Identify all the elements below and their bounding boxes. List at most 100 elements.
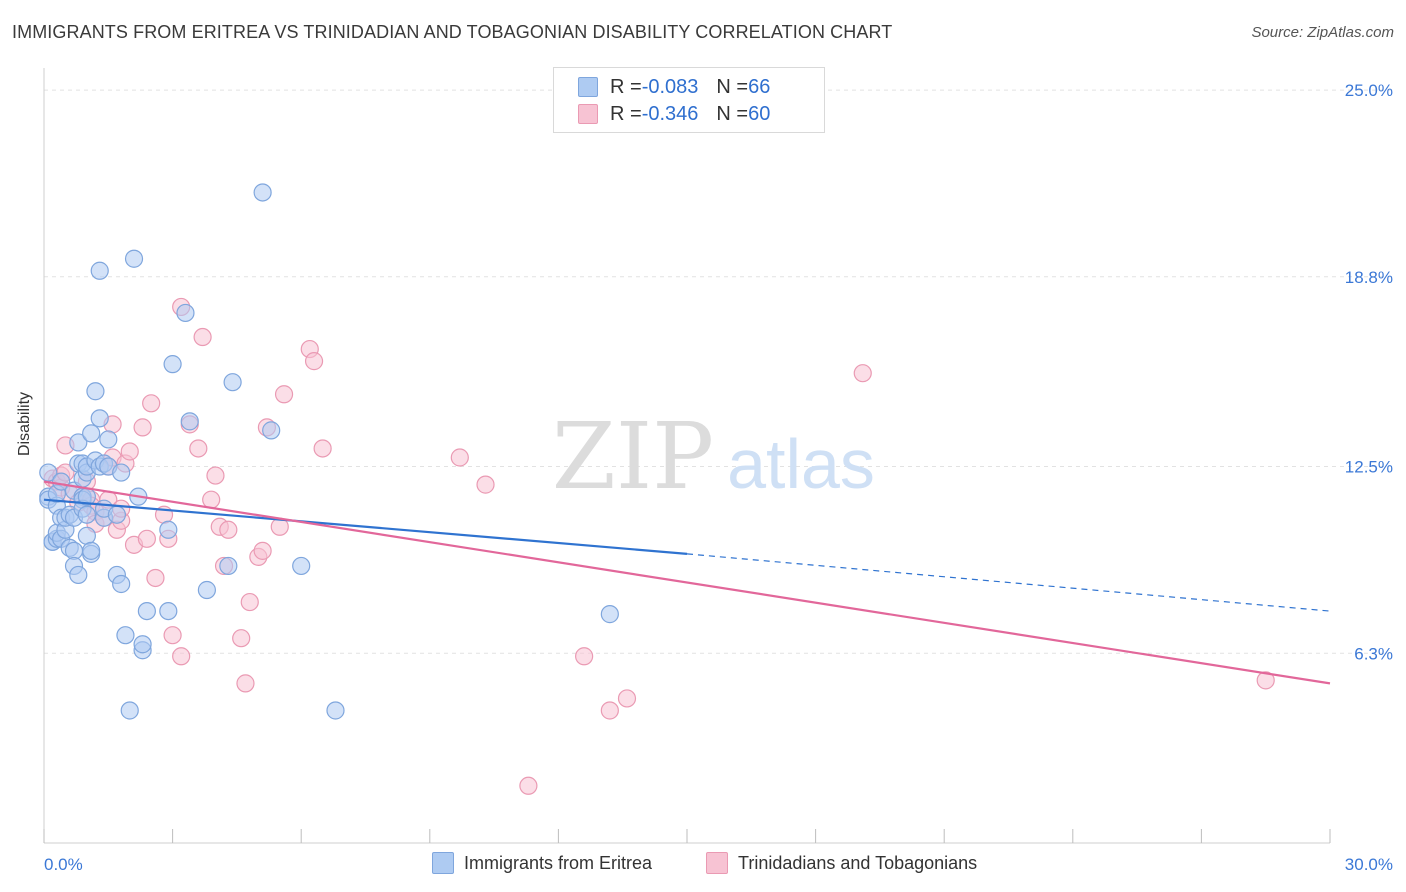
- data-point-blue: [124, 249, 144, 268]
- stats-n-label: N =: [716, 75, 749, 98]
- data-point-blue: [262, 421, 281, 440]
- data-point-pink: [450, 448, 469, 467]
- data-point-pink: [142, 394, 161, 413]
- legend-item-trinidadian[interactable]: Trinidadians and Tobagonians: [706, 852, 977, 874]
- data-point-blue: [77, 526, 96, 545]
- data-point-blue: [90, 409, 109, 428]
- y-tick-label: 6.3%: [1354, 644, 1393, 663]
- x-tick-label: 30.0%: [1345, 855, 1393, 874]
- data-point-pink: [163, 626, 182, 645]
- data-point-blue: [120, 701, 139, 720]
- trend-line-pink: [43, 480, 1331, 685]
- data-point-pink: [146, 568, 165, 588]
- gridlines: [44, 89, 1394, 654]
- stats-row-eritrea: R = -0.083 N = 66: [578, 74, 770, 100]
- y-axis-label: Disability: [16, 391, 33, 456]
- data-point-pink: [137, 529, 156, 548]
- data-point-pink: [313, 439, 332, 458]
- data-point-pink: [219, 520, 238, 539]
- data-point-blue: [326, 701, 345, 720]
- trend-line-dashed-blue: [686, 553, 1331, 612]
- trend-lines: [43, 480, 1331, 685]
- data-point-blue: [137, 601, 156, 621]
- source-label: Source: ZipAtlas.com: [1251, 24, 1394, 41]
- data-point-pink: [304, 352, 324, 371]
- stats-r-value: -0.346: [641, 102, 699, 125]
- trend-line-blue: [43, 498, 688, 555]
- data-point-blue: [39, 463, 58, 482]
- data-point-pink: [575, 647, 594, 666]
- stats-box: R = -0.083 N = 66 R = -0.346 N = 60: [553, 67, 825, 133]
- y-tick-label: 25.0%: [1345, 81, 1393, 100]
- data-point-blue: [223, 373, 242, 392]
- stats-n-value: 66: [748, 75, 771, 98]
- data-point-pink: [133, 418, 152, 437]
- data-point-pink: [120, 442, 139, 461]
- data-point-pink: [600, 701, 619, 720]
- watermark-zip: ZIP: [552, 403, 714, 510]
- data-point-pink: [193, 327, 212, 347]
- data-point-pink: [253, 541, 272, 560]
- data-point-blue: [133, 635, 152, 654]
- legend: Immigrants from Eritrea Trinidadians and…: [0, 852, 1406, 878]
- data-point-pink: [172, 647, 191, 666]
- data-point-blue: [82, 541, 101, 560]
- data-point-pink: [206, 466, 225, 485]
- chart-title: IMMIGRANTS FROM ERITREA VS TRINIDADIAN A…: [12, 22, 893, 42]
- data-point-blue: [112, 463, 131, 482]
- stats-r-value: -0.083: [641, 75, 699, 98]
- data-point-pink: [519, 776, 538, 795]
- legend-swatch-pink: [706, 852, 728, 874]
- data-point-pink: [236, 674, 255, 693]
- watermark-atlas: atlas: [727, 425, 875, 503]
- data-point-blue: [64, 541, 84, 560]
- data-point-blue: [159, 601, 178, 621]
- data-point-blue: [253, 183, 272, 202]
- data-point-blue: [112, 574, 131, 594]
- data-point-blue: [69, 433, 88, 452]
- data-point-pink: [240, 592, 259, 612]
- y-tick-label: 12.5%: [1345, 458, 1393, 477]
- stats-swatch-pink: [578, 104, 598, 124]
- series-trinidadians-points: [43, 297, 1275, 795]
- data-point-blue: [116, 626, 135, 645]
- stats-swatch-blue: [578, 77, 598, 97]
- data-point-blue: [82, 424, 101, 443]
- stats-n-value: 60: [748, 102, 771, 125]
- watermark: ZIP atlas: [552, 403, 875, 510]
- data-point-pink: [232, 629, 251, 648]
- stats-r-label: R =: [610, 75, 642, 98]
- legend-label-trinidadian: Trinidadians and Tobagonians: [738, 852, 978, 873]
- stats-n-label: N =: [716, 102, 749, 125]
- legend-item-eritrea[interactable]: Immigrants from Eritrea: [432, 852, 652, 874]
- data-point-blue: [163, 355, 182, 374]
- data-point-blue: [99, 430, 118, 449]
- stats-r-label: R =: [610, 102, 642, 125]
- legend-swatch-blue: [432, 852, 454, 874]
- legend-label-eritrea: Immigrants from Eritrea: [464, 852, 653, 873]
- y-tick-label: 18.8%: [1345, 268, 1393, 287]
- data-point-blue: [600, 605, 619, 624]
- data-point-pink: [202, 490, 221, 509]
- data-point-blue: [159, 520, 178, 539]
- data-point-pink: [617, 689, 637, 708]
- data-point-pink: [476, 475, 495, 494]
- tick-labels: 6.3% 12.5% 18.8% 25.0% 0.0% 30.0%: [44, 81, 1393, 874]
- data-point-blue: [107, 505, 126, 524]
- axes: [43, 68, 1331, 844]
- x-tick-label: 0.0%: [44, 855, 83, 874]
- data-point-blue: [180, 412, 199, 431]
- data-point-blue: [197, 580, 216, 600]
- data-point-blue: [69, 565, 88, 585]
- data-point-blue: [86, 382, 105, 401]
- data-point-blue: [219, 556, 238, 576]
- data-point-pink: [1256, 671, 1275, 690]
- data-point-pink: [189, 439, 208, 458]
- data-point-blue: [176, 303, 195, 323]
- data-point-blue: [77, 505, 96, 524]
- data-point-pink: [853, 364, 872, 383]
- data-point-blue: [292, 556, 311, 576]
- data-point-pink: [274, 385, 294, 404]
- stats-row-trinidadian: R = -0.346 N = 60: [578, 101, 770, 127]
